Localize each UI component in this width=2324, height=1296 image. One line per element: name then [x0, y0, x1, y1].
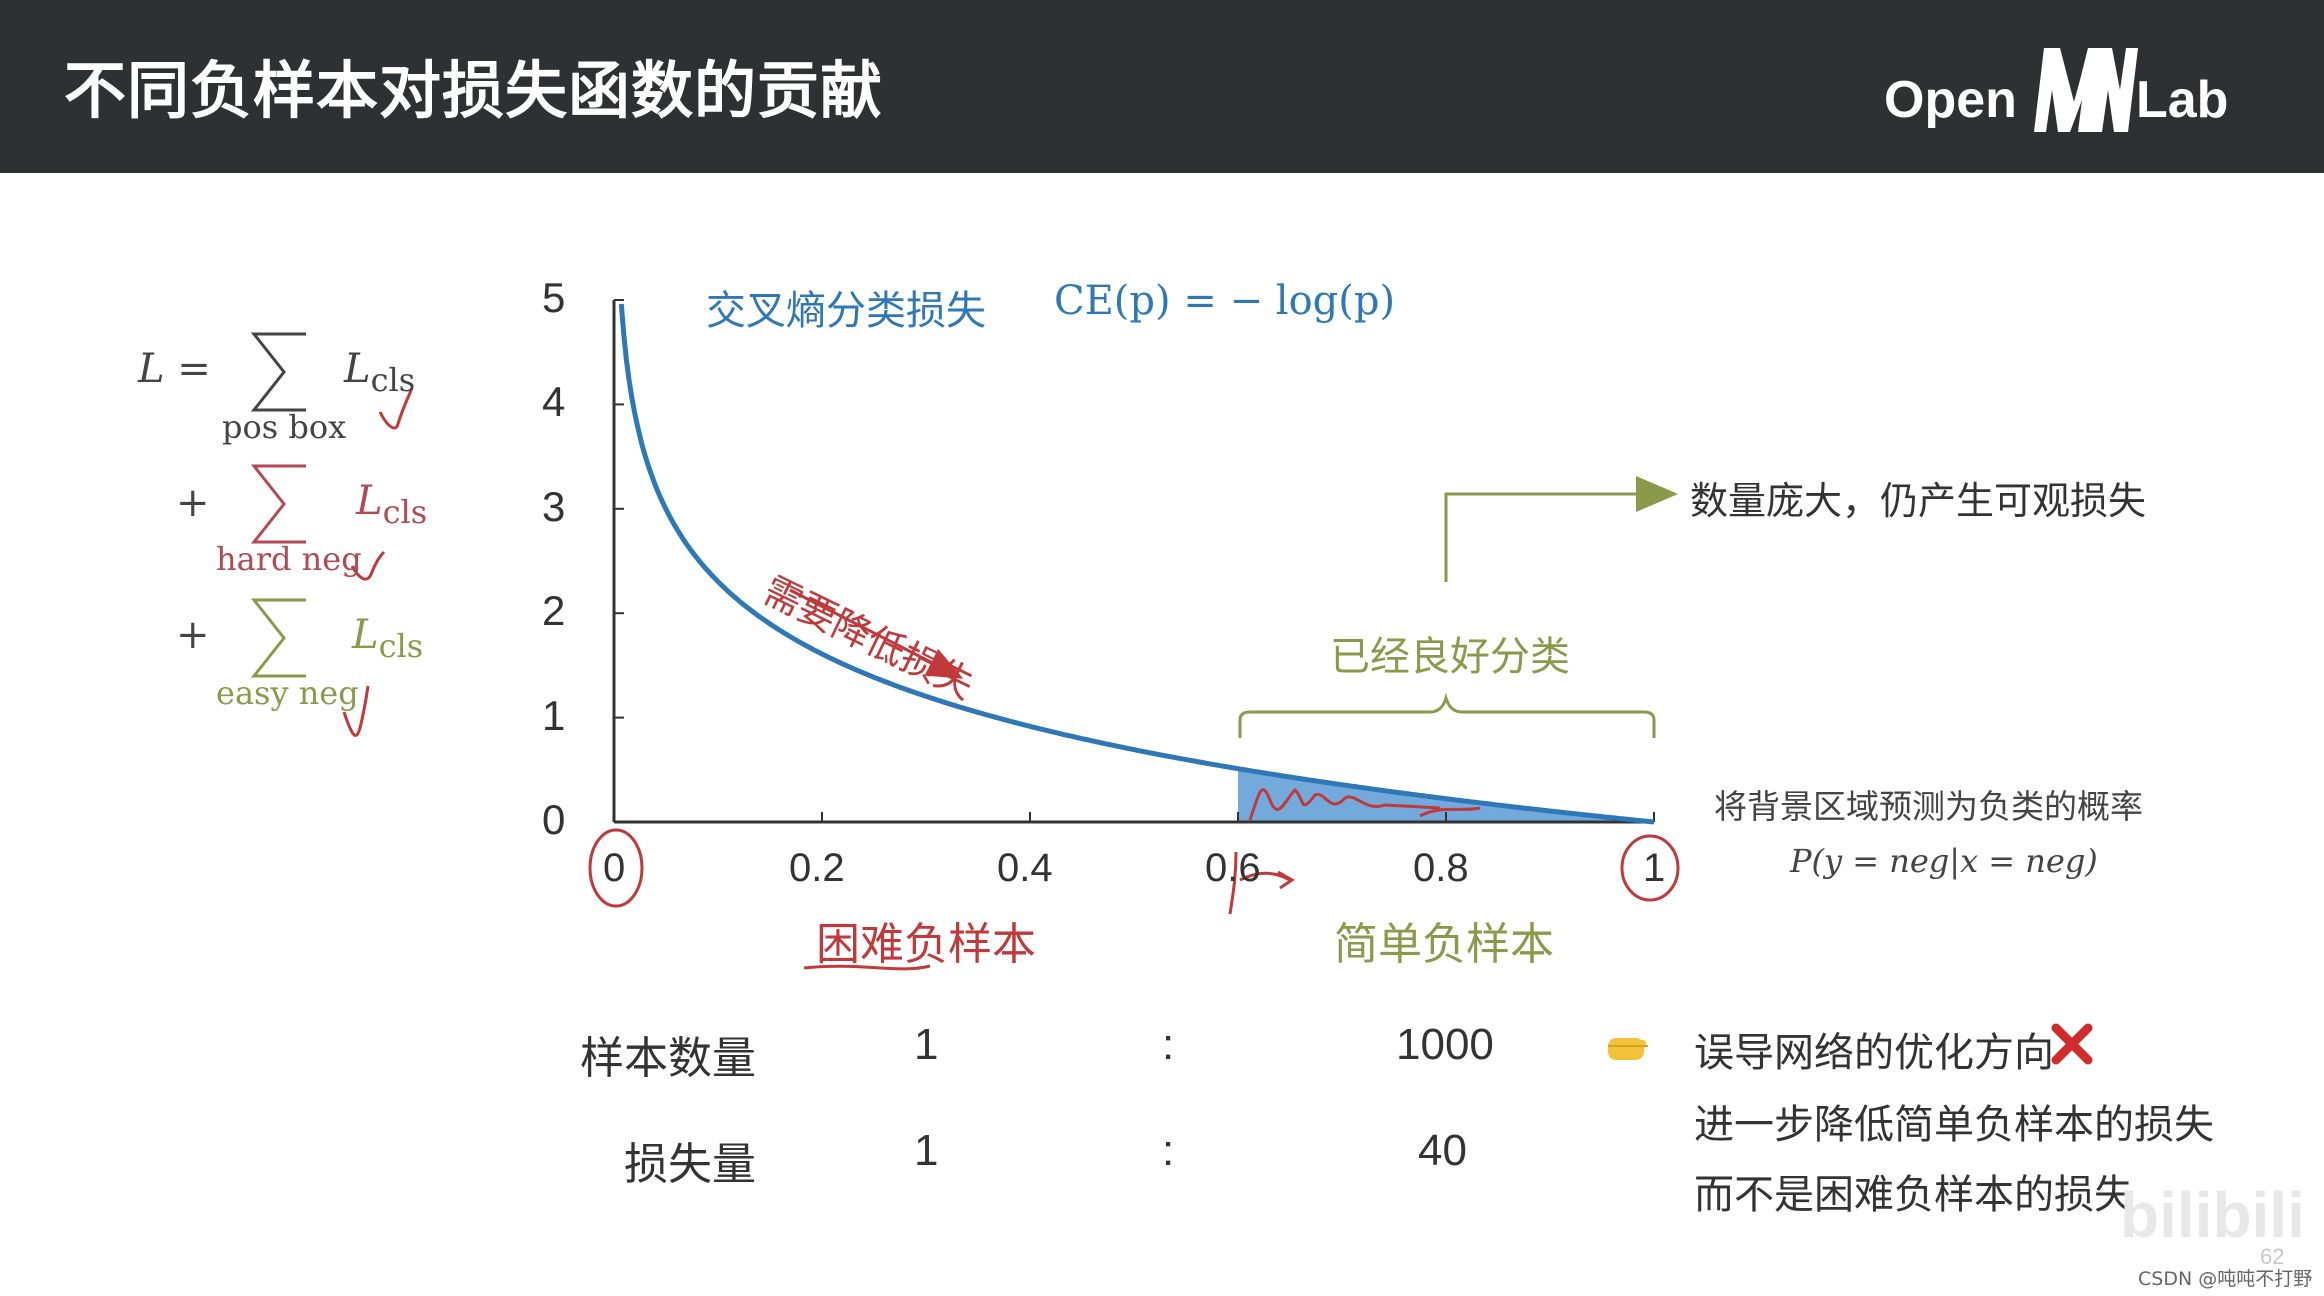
hard-neg-label: 困难负样本 [816, 919, 1036, 970]
red-x-icon [2051, 1023, 2093, 1065]
y-tick-label: 0 [542, 796, 566, 843]
formula-term-pos: Lcls [344, 346, 416, 399]
logo-lab: Lab [2136, 71, 2229, 129]
bilibili-watermark: bilibili [2120, 1179, 2305, 1251]
large-count-label: 数量庞大，仍产生可观损失 [1690, 479, 2147, 523]
red-mark-06 [1228, 851, 1295, 915]
conclusion-line2: 进一步降低简单负样本的损失 [1694, 1102, 2214, 1148]
sum-symbol-hard [250, 464, 306, 544]
check-mark-2 [350, 550, 386, 581]
row-loss-sep: : [1162, 1126, 1175, 1175]
prob-description: 将背景区域预测为负类的概率 [1714, 787, 2143, 826]
reduce-arrow [789, 588, 964, 679]
x-tick-label: 0.2 [789, 846, 845, 890]
x-tick-label: 0.6 [1205, 846, 1261, 890]
shaded-easy-region [1238, 768, 1654, 822]
page-number: 62 [2260, 1244, 2285, 1269]
plus-hard: + [176, 480, 210, 526]
row-count-sep: : [1162, 1020, 1175, 1069]
row-loss-right: 40 [1418, 1126, 1467, 1175]
circle-one [1620, 834, 1680, 902]
logo-open: Open [1884, 71, 2017, 129]
green-arrow [1444, 476, 1678, 582]
logo-mm-mark [2034, 48, 2138, 132]
chart-title: 交叉熵分类损失 [706, 288, 986, 334]
x-tick-label: 0 [603, 846, 626, 890]
y-tick-label: 4 [542, 378, 566, 426]
header-bar: 不同负样本对损失函数的贡献 Open Lab [0, 0, 2324, 173]
y-tick-label: 2 [542, 587, 566, 635]
ce-loss-curve [618, 303, 1655, 825]
hard-neg-sum-label: hard neg [216, 540, 362, 578]
circle-zero [588, 828, 644, 908]
pos-box-label: pos box [222, 408, 347, 446]
openmmlab-logo: Open Lab [1884, 40, 2228, 140]
y-tick-label: 1 [542, 691, 566, 739]
conclusion-line1: 误导网络的优化方向 [1694, 1030, 2054, 1076]
slide-title: 不同负样本对损失函数的贡献 [64, 54, 884, 127]
row-loss-label: 损失量 [624, 1139, 756, 1190]
x-tick-label: 0.8 [1413, 846, 1469, 890]
y-tick-label: 5 [542, 274, 566, 321]
conclusion-line3: 而不是困难负样本的损失 [1694, 1172, 2134, 1218]
row-count-label: 样本数量 [580, 1033, 756, 1084]
check-mark-1 [378, 387, 414, 430]
plus-easy: + [176, 612, 210, 658]
green-brace [1238, 692, 1656, 738]
well-classified-label: 已经良好分类 [1330, 634, 1570, 680]
x-tick-label: 0.4 [997, 846, 1053, 890]
y-tick-label: 3 [542, 482, 566, 530]
hand-pointing-icon [1608, 1038, 1648, 1060]
prob-formula: P(y = neg|x = neg) [1790, 842, 2098, 880]
sum-symbol-pos [250, 332, 306, 412]
formula-lhs: L = [138, 346, 211, 392]
x-tick-label: 1 [1643, 846, 1666, 890]
formula-term-hard: Lcls [356, 478, 428, 531]
hard-neg-underline [803, 964, 931, 971]
formula-term-easy: Lcls [352, 612, 424, 665]
sum-symbol-easy [250, 598, 306, 678]
csdn-watermark: CSDN @吨吨不打野 [2138, 1268, 2313, 1290]
easy-neg-label: 简单负样本 [1334, 919, 1554, 970]
row-count-left: 1 [914, 1020, 939, 1069]
row-count-right: 1000 [1396, 1020, 1494, 1069]
ce-formula: CE(p) = − log(p) [1054, 278, 1396, 324]
row-loss-left: 1 [914, 1126, 939, 1175]
check-mark-3 [342, 685, 370, 737]
easy-neg-sum-label: easy neg [216, 674, 359, 712]
red-scribble [1248, 787, 1481, 821]
